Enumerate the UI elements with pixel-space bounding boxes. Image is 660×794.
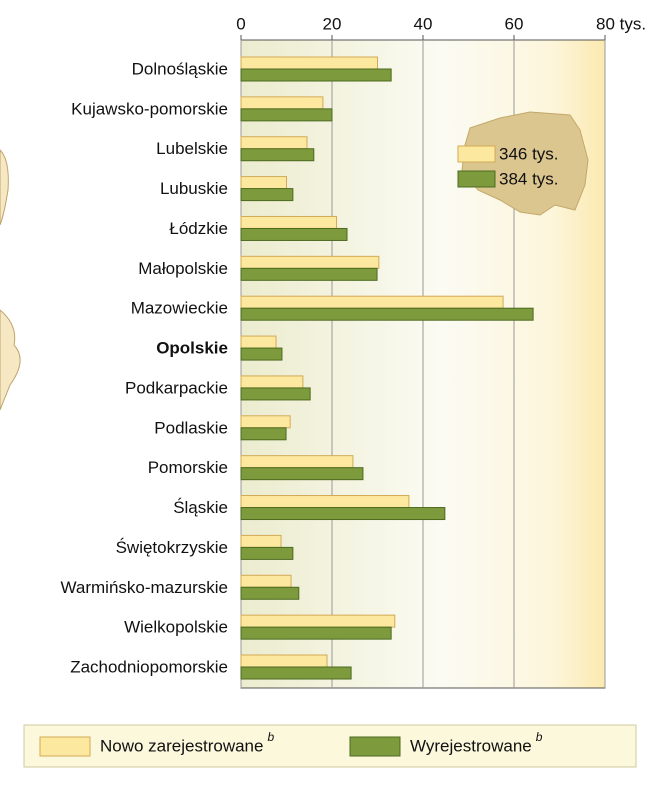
bar [240,375,304,389]
legend-swatch [39,736,91,757]
bar [240,68,392,82]
bar [240,586,300,600]
bar [240,148,315,162]
y-tick-label: Śląskie [173,498,228,517]
bar [240,415,291,429]
y-tick-label: Dolnośląskie [132,59,228,78]
total-label: 346 tys. [499,144,559,163]
legend-note: b [536,730,543,744]
bar [240,666,352,680]
bar [240,96,324,110]
bar [240,136,308,150]
legend-box [23,724,637,768]
bar [240,176,287,190]
bar [240,56,378,70]
x-tick-label: 60 [505,14,524,33]
legend-note: b [267,730,274,744]
y-tick-label: Podkarpackie [125,378,228,397]
x-tick-label: 0 [236,14,245,33]
bar [240,534,282,548]
bar [240,227,348,241]
bar [240,546,294,560]
legend-label: Wyrejestrowane [410,736,532,755]
map-fragment [0,309,21,411]
total-swatch [457,170,496,188]
y-tick-label: Zachodniopomorskie [70,657,228,676]
y-tick-label: Lubelskie [156,139,228,158]
bar [240,255,380,269]
x-tick-label: 80 tys. [596,14,646,33]
y-tick-label: Małopolskie [138,259,228,278]
bar [240,467,364,481]
bar [240,427,287,441]
bar [240,626,392,640]
x-tick-label: 40 [414,14,433,33]
y-tick-label: Podlaskie [154,418,228,437]
y-tick-label: Mazowieckie [131,299,228,318]
y-tick-label: Lubuskie [160,179,228,198]
bar [240,295,504,309]
bar [240,188,294,202]
legend-label: Nowo zarejestrowane [100,736,263,755]
x-tick-label: 20 [323,14,342,33]
bar [240,507,446,521]
y-tick-label: Pomorskie [148,458,228,477]
bar [240,347,283,361]
bar [240,267,378,281]
y-tick-label: Łódzkie [169,219,228,238]
total-swatch [457,145,496,163]
y-tick-label: Kujawsko-pomorskie [71,99,228,118]
y-tick-label: Wielkopolskie [124,618,228,637]
bar [240,215,338,229]
bar [240,455,354,469]
bar [240,495,410,509]
map-fragment [0,149,9,226]
y-tick-label: Świętokrzyskie [116,538,228,557]
bar [240,654,328,668]
bar [240,307,534,321]
legend-swatch [349,736,401,757]
y-tick-label: Opolskie [156,339,228,358]
bar [240,335,277,349]
bar [240,614,396,628]
bar [240,108,333,122]
bar [240,574,292,588]
bar [240,387,311,401]
y-tick-label: Warmińsko-mazurskie [60,578,228,597]
total-label: 384 tys. [499,169,559,188]
